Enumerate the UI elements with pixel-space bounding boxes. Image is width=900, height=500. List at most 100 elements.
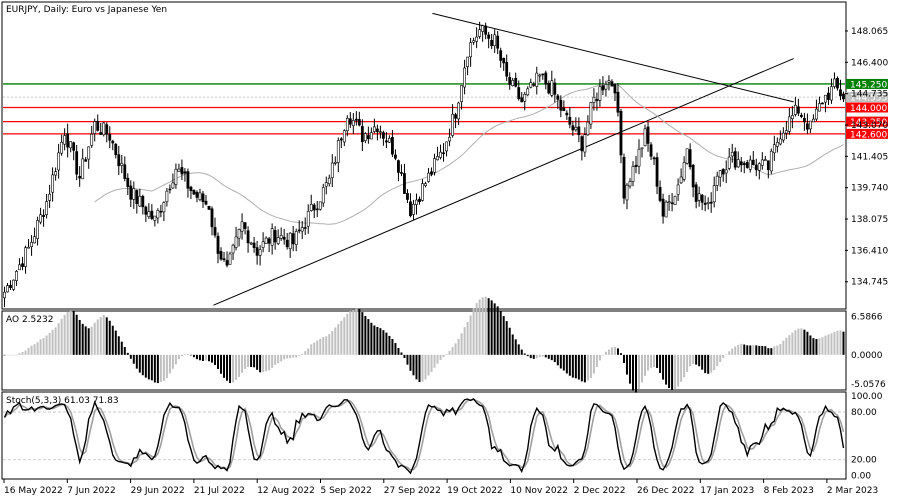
candle-body <box>487 34 491 39</box>
ao-bar <box>280 354 283 362</box>
candle-body <box>243 222 247 229</box>
candle-body <box>388 138 391 143</box>
ao-bar <box>764 346 767 355</box>
ao-bar <box>677 354 680 387</box>
candle <box>255 240 259 265</box>
candle <box>159 204 163 218</box>
candle <box>442 143 445 162</box>
ao-bar <box>671 354 674 390</box>
candle <box>24 245 27 274</box>
ao-bar <box>445 354 448 355</box>
ao-bar <box>433 354 436 368</box>
candle <box>48 184 52 208</box>
candle <box>553 78 557 103</box>
candle <box>673 195 677 206</box>
candle <box>12 279 15 292</box>
candle-body <box>18 264 21 271</box>
candle <box>51 167 55 202</box>
ao-bar <box>782 340 785 355</box>
ao-bar <box>391 338 394 355</box>
candle-body <box>739 161 743 166</box>
candle <box>351 113 355 135</box>
candle <box>697 186 701 207</box>
ao-bar <box>171 354 174 369</box>
candle-body <box>45 201 49 215</box>
ao-bar <box>156 354 159 384</box>
candle-body <box>445 141 448 152</box>
candle <box>475 27 479 49</box>
ao-bar <box>117 336 120 355</box>
candle-body <box>102 122 106 136</box>
candle <box>640 147 644 158</box>
candle-body <box>646 126 650 144</box>
ao-bar <box>406 354 409 365</box>
candle <box>815 99 818 122</box>
candle-body <box>628 181 632 187</box>
ao-bar <box>379 328 382 355</box>
candle <box>391 129 394 157</box>
candle-body <box>757 163 761 171</box>
candle <box>231 243 235 260</box>
candle <box>769 148 773 175</box>
candle <box>613 83 617 102</box>
ao-bar <box>259 354 262 373</box>
ao-bar <box>824 335 827 355</box>
candle-body <box>643 128 647 146</box>
ao-bar <box>177 354 180 360</box>
candle <box>39 207 42 225</box>
ao-bar <box>159 354 162 382</box>
x-tick-label-4: 12 Aug 2022 <box>257 486 315 496</box>
ao-bar <box>81 323 84 355</box>
ao-bar <box>334 327 337 355</box>
candle <box>174 163 178 189</box>
candle-body <box>54 171 58 176</box>
candle-body <box>775 142 779 147</box>
ao-bar <box>63 314 66 355</box>
candle <box>487 31 491 49</box>
candle-body <box>261 241 265 248</box>
candle <box>514 72 518 88</box>
candle <box>478 21 482 39</box>
candle-body <box>312 204 316 211</box>
candle-body <box>412 203 415 215</box>
candle-body <box>228 253 232 265</box>
candle-body <box>141 196 145 208</box>
candle <box>803 112 806 131</box>
candle-body <box>111 140 115 144</box>
candle <box>712 176 716 208</box>
candle <box>484 22 488 40</box>
ao-bar <box>695 354 698 365</box>
candle <box>451 104 454 138</box>
candle <box>93 118 97 142</box>
ao-bar <box>36 342 39 355</box>
candle <box>715 171 719 192</box>
candle-body <box>231 244 235 254</box>
candle <box>186 168 190 198</box>
candle <box>406 189 409 204</box>
y-tick-label-2: 144.735 <box>851 90 888 100</box>
candle <box>418 196 421 205</box>
ao-bar <box>298 354 301 356</box>
candle <box>839 79 842 101</box>
candle <box>415 193 418 215</box>
candle <box>790 106 794 129</box>
candle-body <box>604 84 608 90</box>
ao-bar <box>628 354 631 384</box>
ao-bar <box>734 346 737 355</box>
candle-body <box>75 151 79 175</box>
candle-body <box>812 118 815 123</box>
ao-bar <box>265 354 268 372</box>
candle <box>141 194 145 215</box>
candle <box>517 80 521 101</box>
ao-bar <box>625 354 628 375</box>
ao-bar <box>319 338 322 355</box>
candle <box>108 126 112 149</box>
candle <box>243 221 247 235</box>
candle <box>372 118 376 134</box>
candle-body <box>790 115 794 120</box>
candle-body <box>676 184 680 195</box>
candle-body <box>63 135 67 145</box>
candle-body <box>159 210 163 213</box>
candle <box>667 194 671 211</box>
candle <box>309 194 313 212</box>
